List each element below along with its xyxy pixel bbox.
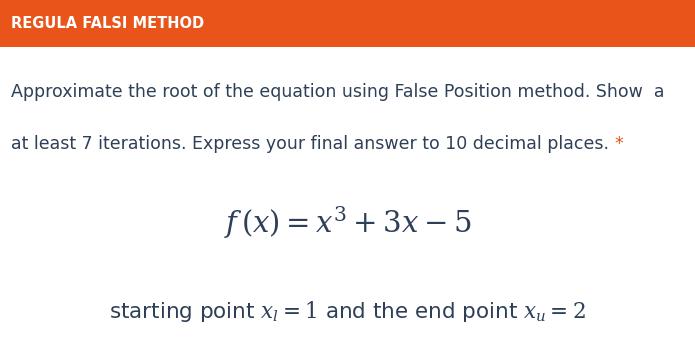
Text: at least 7 iterations. Express your final answer to 10 decimal places. *: at least 7 iterations. Express your fina… xyxy=(11,135,623,153)
Text: at least 7 iterations. Express your final answer to 10 decimal places.: at least 7 iterations. Express your fina… xyxy=(11,135,614,153)
Text: REGULA FALSI METHOD: REGULA FALSI METHOD xyxy=(11,16,204,31)
Text: *: * xyxy=(614,135,623,153)
Text: starting point $x_l = 1$ and the end point $x_u = 2$: starting point $x_l = 1$ and the end poi… xyxy=(109,299,586,324)
Text: Approximate the root of the equation using False Position method. Show  a: Approximate the root of the equation usi… xyxy=(11,83,664,101)
Text: $f\,(x) = x^3 + 3x - 5$: $f\,(x) = x^3 + 3x - 5$ xyxy=(224,205,471,242)
Text: at least 7 iterations. Express your final answer to 10 decimal places.: at least 7 iterations. Express your fina… xyxy=(11,135,614,153)
FancyBboxPatch shape xyxy=(0,0,695,47)
